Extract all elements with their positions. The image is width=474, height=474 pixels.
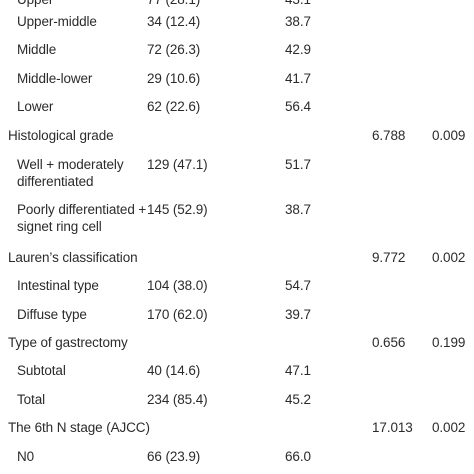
percent-cell: 51.7: [285, 157, 311, 172]
count-cell: 29 (10.6): [147, 71, 201, 86]
chi-square-cell: 9.772: [372, 250, 406, 265]
row-label: Upper-middle: [17, 14, 97, 29]
percent-cell: 54.7: [285, 278, 311, 293]
chi-square-cell: 0.656: [372, 335, 406, 350]
count-cell: 129 (47.1): [147, 157, 208, 172]
count-cell: 62 (22.6): [147, 99, 201, 114]
p-value-cell: 0.009: [432, 128, 466, 143]
percent-cell: 38.7: [285, 14, 311, 29]
row-label: Middle-lower: [17, 71, 93, 86]
count-cell: 104 (38.0): [147, 278, 208, 293]
percent-cell: 47.1: [285, 363, 311, 378]
row-label: Middle: [17, 42, 57, 57]
row-label: Poorly differentiated + signet ring cell: [17, 202, 147, 234]
row-label: Well + moderately differentiated: [17, 157, 124, 189]
percent-cell: 56.4: [285, 99, 311, 114]
p-value-cell: 0.002: [432, 420, 466, 435]
chi-square-cell: 6.788: [372, 128, 406, 143]
percent-cell: 42.9: [285, 42, 311, 57]
count-cell: 234 (85.4): [147, 392, 208, 407]
percent-cell: 45.2: [285, 392, 311, 407]
count-cell: 170 (62.0): [147, 307, 208, 322]
p-value-cell: 0.002: [432, 250, 466, 265]
count-cell: 145 (52.9): [147, 202, 208, 217]
row-label: Lower: [17, 99, 54, 114]
section-label: Lauren’s classification: [8, 250, 138, 265]
chi-square-cell: 17.013: [372, 420, 413, 435]
count-cell: 40 (14.6): [147, 363, 201, 378]
percent-cell: 41.7: [285, 71, 311, 86]
percent-cell: 43.1: [285, 0, 311, 8]
count-cell: 34 (12.4): [147, 14, 201, 29]
row-label: Diffuse type: [17, 307, 87, 322]
row-label: Intestinal type: [17, 278, 99, 293]
section-label: Histological grade: [8, 128, 114, 143]
row-label: Total: [17, 392, 46, 407]
count-cell: 66 (23.9): [147, 449, 201, 464]
p-value-cell: 0.199: [432, 335, 466, 350]
count-cell: 77 (28.1): [147, 0, 200, 8]
row-label: Upper: [17, 0, 53, 8]
row-label: Subtotal: [17, 363, 66, 378]
row-label: N0: [17, 449, 35, 464]
percent-cell: 38.7: [285, 202, 311, 217]
count-cell: 72 (26.3): [147, 42, 201, 57]
percent-cell: 39.7: [285, 307, 311, 322]
section-label: The 6th N stage (AJCC): [8, 420, 150, 435]
section-label: Type of gastrectomy: [8, 335, 128, 350]
percent-cell: 66.0: [285, 449, 311, 464]
